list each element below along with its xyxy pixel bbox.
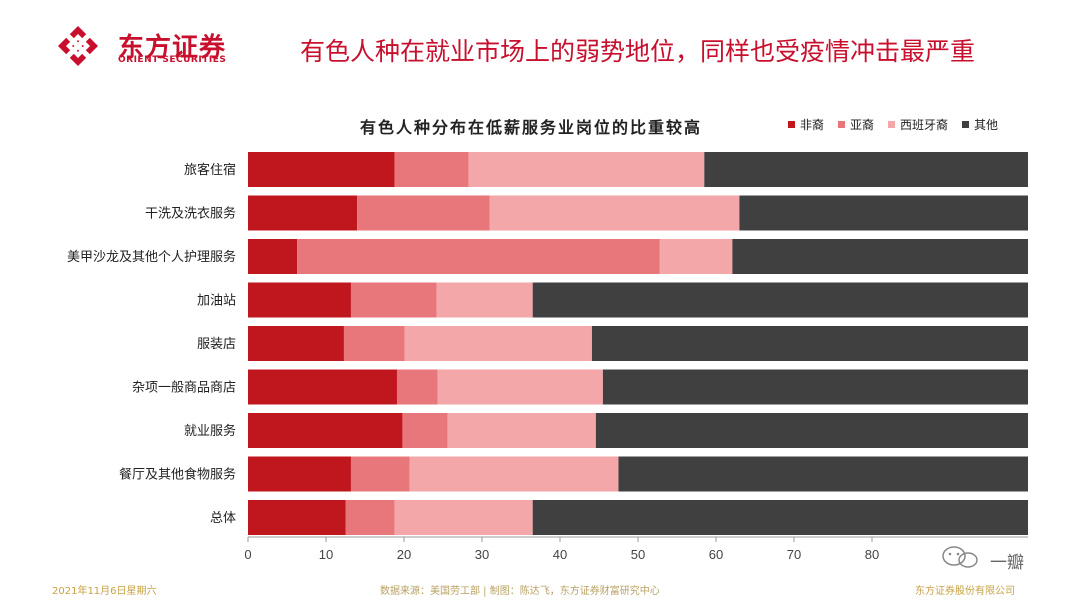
bar-segment-3 — [591, 326, 1028, 361]
footer-source: 数据来源：美国劳工部 | 制图：陈达飞，东方证券财富研究中心 — [380, 586, 660, 597]
bar-segment-2 — [437, 369, 603, 405]
x-tick-label: 60 — [709, 547, 723, 562]
bar-segment-2 — [468, 152, 705, 187]
bar-segment-0 — [248, 195, 358, 231]
x-tick-label: 40 — [553, 547, 567, 562]
bar-segment-3 — [618, 456, 1028, 492]
legend-item-hispanic: 西班牙裔 — [888, 116, 948, 133]
bar-segment-1 — [350, 456, 410, 492]
bar-segment-2 — [436, 282, 533, 318]
watermark-text: 一瓣 — [990, 553, 1024, 573]
bar-segment-0 — [248, 152, 395, 187]
page-headline: 有色人种在就业市场上的弱势地位，同样也受疫情冲击最严重 — [300, 37, 976, 66]
bar-segment-1 — [394, 152, 469, 187]
category-label: 服装店 — [197, 337, 236, 352]
x-tick-label: 20 — [397, 547, 411, 562]
bar-segment-0 — [248, 326, 344, 361]
legend-item-asian: 亚裔 — [838, 116, 874, 133]
bar-segment-3 — [532, 282, 1028, 318]
category-label: 总体 — [210, 511, 236, 526]
brand-name-cn: 东方证券 — [118, 33, 227, 63]
category-label: 美甲沙龙及其他个人护理服务 — [67, 249, 236, 265]
chart-legend: 非裔 亚裔 西班牙裔 其他 — [788, 116, 998, 133]
x-tick-label: 0 — [244, 547, 251, 562]
bar-segment-3 — [595, 413, 1028, 448]
brand-name-en: ORIENT SECURITIES — [118, 55, 227, 65]
bar-segment-3 — [532, 500, 1028, 535]
legend-label: 亚裔 — [850, 118, 875, 132]
legend-swatch-other — [962, 121, 970, 128]
bar-segment-0 — [248, 239, 298, 274]
footer-company: 东方证券股份有限公司 — [915, 586, 1015, 597]
bar-segment-2 — [659, 239, 733, 274]
legend-item-other: 其他 — [962, 116, 998, 133]
bar-segment-2 — [409, 456, 619, 492]
legend-label: 其他 — [974, 118, 999, 132]
legend-label: 非裔 — [800, 118, 825, 132]
bar-segment-0 — [248, 369, 397, 405]
legend-swatch-hispanic — [888, 121, 896, 128]
bar-segment-3 — [704, 152, 1028, 187]
bar-segment-0 — [248, 413, 403, 448]
bar-segment-1 — [345, 500, 395, 535]
footer-date: 2021年11月6日星期六 — [52, 586, 157, 597]
bar-segment-1 — [402, 413, 448, 448]
chart-title: 有色人种分布在低薪服务业岗位的比重较高 — [360, 118, 703, 137]
category-label: 就业服务 — [184, 423, 236, 439]
bar-segment-0 — [248, 456, 351, 492]
bar-segment-2 — [404, 326, 592, 361]
wechat-watermark-icon — [942, 546, 978, 568]
legend-swatch-black — [788, 121, 795, 128]
category-label: 干洗及洗衣服务 — [145, 206, 236, 222]
legend-swatch-asian — [838, 121, 846, 128]
x-tick-label: 10 — [319, 547, 333, 562]
bar-segment-1 — [357, 195, 490, 231]
bar-segment-0 — [248, 282, 351, 318]
bar-segment-3 — [739, 195, 1028, 231]
bar-segment-3 — [602, 369, 1028, 405]
x-tick-label: 30 — [475, 547, 489, 562]
x-tick-label: 70 — [787, 547, 801, 562]
category-label: 餐厅及其他食物服务 — [119, 467, 236, 483]
bar-segment-2 — [447, 413, 596, 448]
bar-segment-1 — [396, 369, 438, 405]
category-label: 杂项一般商品商店 — [132, 380, 236, 396]
legend-label: 西班牙裔 — [900, 118, 949, 132]
x-tick-label: 50 — [631, 547, 645, 562]
bar-segment-1 — [297, 239, 660, 274]
x-tick-label: 80 — [865, 547, 879, 562]
bar-segment-3 — [732, 239, 1028, 274]
bar-segment-2 — [394, 500, 533, 535]
category-label: 加油站 — [197, 294, 236, 309]
brand-logo-icon — [58, 26, 98, 66]
bar-segment-0 — [248, 500, 346, 535]
bar-segment-1 — [350, 282, 437, 318]
category-label: 旅客住宿 — [184, 162, 236, 178]
legend-item-black: 非裔 — [788, 116, 824, 133]
bar-segment-1 — [343, 326, 405, 361]
bar-segment-2 — [489, 195, 740, 231]
